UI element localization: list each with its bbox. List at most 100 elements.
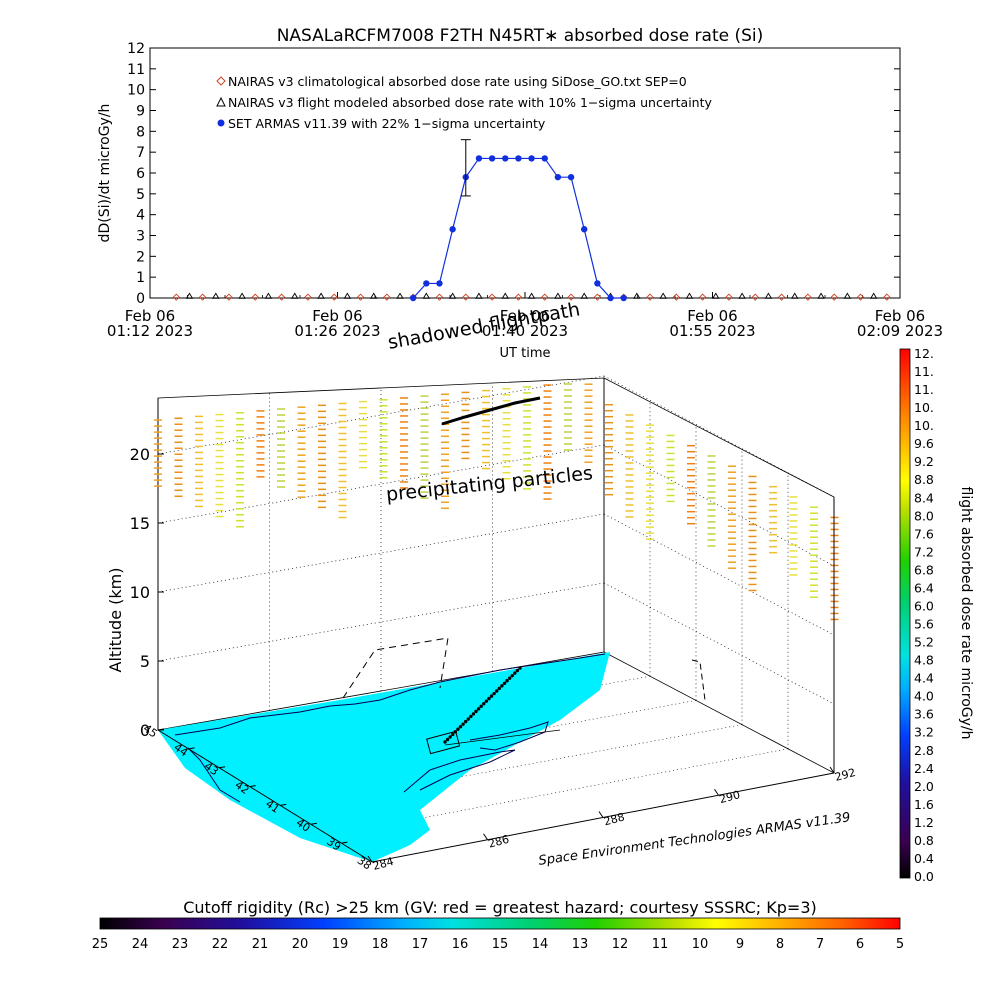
dose-colorbar-tick-label: 3.2 xyxy=(914,725,934,740)
ground-track-point xyxy=(482,702,486,706)
armas-point xyxy=(620,294,627,302)
nairas-climatological-point xyxy=(593,293,602,301)
latitude-tick-mark xyxy=(249,785,256,788)
nairas-climatological-point xyxy=(304,293,312,301)
grid-floor-line xyxy=(243,700,697,784)
dose-colorbar-tick-label: 6.8 xyxy=(914,562,934,577)
nairas-climatological-point xyxy=(777,293,786,301)
y-tick-label: 2 xyxy=(136,249,145,265)
nairas-climatological-point xyxy=(225,293,233,301)
shadow-path-dashed-right xyxy=(691,659,706,701)
ground-track-point xyxy=(474,709,478,714)
longitude-tick-mark xyxy=(367,855,373,863)
dose-colorbar-tick-label: 4.4 xyxy=(914,671,934,686)
armas-point xyxy=(594,280,601,287)
ground-track-point xyxy=(500,684,504,688)
legend-entry: NAIRAS v3 climatological absorbed dose r… xyxy=(216,74,687,89)
nairas-flight-point xyxy=(817,292,825,299)
nairas-climatological-point xyxy=(172,293,180,301)
grid-line-back-left xyxy=(157,513,605,593)
cutoff-colorbar-gradient xyxy=(99,917,901,930)
dose-colorbar-tick-label: 8.0 xyxy=(914,508,934,523)
dose-colorbar-tick-label: 10. xyxy=(914,400,934,415)
longitude-tick-label: 286 xyxy=(487,833,511,851)
ground-track-point xyxy=(489,694,494,698)
cutoff-colorbar-tick-label: 16 xyxy=(452,937,469,952)
altitude-label: Altitude (km) xyxy=(106,568,125,673)
y-tick-label: 3 xyxy=(136,229,145,245)
nairas-climatological-point xyxy=(751,293,759,301)
nairas-flight-point xyxy=(317,292,325,299)
latitude-tick-mark xyxy=(188,747,195,750)
legend-label: NAIRAS v3 flight modeled absorbed dose r… xyxy=(228,95,713,110)
armas-series-line xyxy=(412,157,624,299)
nairas-climatological-point xyxy=(383,293,391,301)
armas-point xyxy=(554,173,562,181)
coastline-main xyxy=(174,653,606,736)
armas-point xyxy=(409,294,417,302)
longitude-tick-mark xyxy=(714,788,719,796)
nairas-flight-point xyxy=(843,292,852,299)
x-tick-label-time: 01:55 2023 xyxy=(669,322,755,340)
nairas-flight-point xyxy=(633,292,641,299)
armas-point xyxy=(502,155,509,162)
nairas-flight-point xyxy=(554,292,562,299)
legend-diamond-marker xyxy=(216,76,226,86)
dose-colorbar-tick-label: 5.2 xyxy=(914,635,934,650)
nairas-flight-point xyxy=(185,292,194,299)
line-chart-legend: NAIRAS v3 climatological absorbed dose r… xyxy=(216,74,713,131)
coastline xyxy=(174,653,606,803)
flight-path-air xyxy=(441,396,541,426)
cutoff-colorbar-tick-label: 11 xyxy=(652,937,669,952)
dose-colorbar-tick-label: 4.0 xyxy=(914,689,934,704)
altitude-tick-label: 20 xyxy=(130,445,150,464)
nairas-flight-point xyxy=(869,292,878,299)
x-tick-label-day: Feb 06 xyxy=(875,307,925,325)
grid-line-back-right xyxy=(603,513,835,636)
ground-track-point xyxy=(513,671,517,675)
dose-colorbar-label: flight absorbed dose rate microGy/h xyxy=(958,487,974,740)
dose-colorbar-tick-label: 0.8 xyxy=(914,833,934,848)
ground-track-point xyxy=(510,673,514,678)
dose-colorbar-tick-label: 6.0 xyxy=(914,598,934,613)
ground-track-point xyxy=(487,696,491,701)
nairas-flight-point xyxy=(580,292,589,299)
nairas-climatological-point xyxy=(541,293,549,301)
cutoff-colorbar-tick-label: 6 xyxy=(856,937,864,952)
cutoff-colorbar-tick-label: 15 xyxy=(492,937,509,952)
ground-track-point xyxy=(451,732,455,737)
dose-colorbar-tick-label: 8.8 xyxy=(914,472,934,487)
floor-edge-left xyxy=(157,729,373,863)
nairas-flight-point xyxy=(448,292,457,299)
y-tick-label: 0 xyxy=(136,291,145,307)
back-wall-right xyxy=(603,377,835,774)
dose-colorbar-tick-label: 1.2 xyxy=(914,815,934,830)
cutoff-colorbar-tick-label: 20 xyxy=(292,937,309,952)
map-ground xyxy=(158,652,610,862)
nairas-climatological-point xyxy=(804,293,812,301)
nairas-flight-point xyxy=(343,292,352,299)
dose-colorbar-tick-label: 4.8 xyxy=(914,653,934,668)
shadow-path-dashed xyxy=(342,637,449,699)
nairas-climatological-point xyxy=(567,293,575,301)
dose-colorbar-tick-label: 0.0 xyxy=(914,869,934,884)
y-tick-label: 9 xyxy=(136,104,145,120)
ground-track-point xyxy=(505,679,509,683)
ground-track-point xyxy=(479,704,483,708)
dose-colorbar-ticks: 12. 11. 11. 10. 10. 9.6 9.2 8.8 8.4 8.0 7.6 7.2 6.8 6… xyxy=(914,346,934,884)
ground-track-point xyxy=(443,740,447,744)
nairas-flight-point xyxy=(711,292,720,299)
cutoff-colorbar-tick-label: 7 xyxy=(816,937,824,952)
line-chart-series xyxy=(172,139,891,302)
dose-colorbar-tick-label: 2.8 xyxy=(914,743,934,758)
dose-colorbar-tick-label: 9.6 xyxy=(914,436,934,451)
cutoff-colorbar-tick-label: 22 xyxy=(212,937,229,952)
latitude-tick-mark xyxy=(280,803,287,806)
nairas-climatological-point xyxy=(698,293,707,301)
grid-line-back-right xyxy=(603,444,835,567)
armas-point xyxy=(423,280,430,287)
armas-point xyxy=(436,280,443,287)
grid-line-back-right xyxy=(603,582,835,705)
longitude-tick-mark xyxy=(483,833,488,841)
